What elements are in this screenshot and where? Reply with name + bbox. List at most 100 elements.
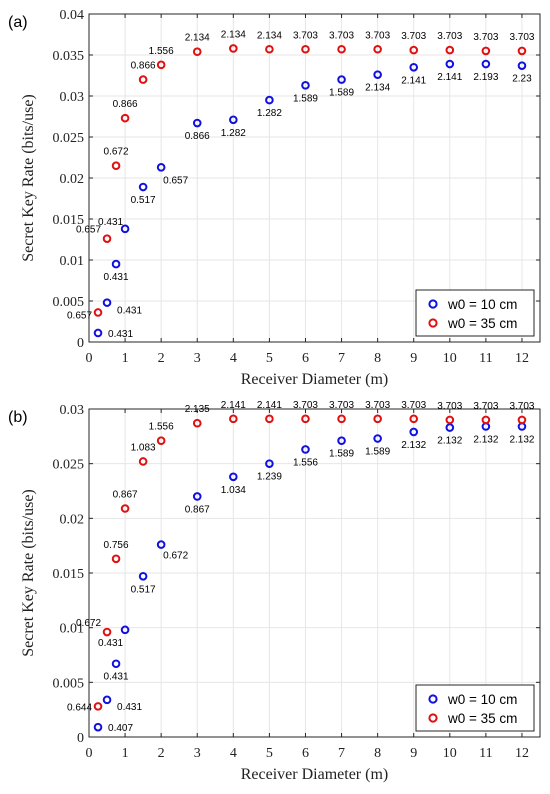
data-point [102,627,112,637]
data-point [481,59,491,69]
data-point [229,414,238,424]
data-label: 1.589 [365,447,390,458]
data-point [120,504,130,513]
data-point [138,571,148,581]
data-label: 0.672 [104,147,129,158]
data-point [120,625,130,635]
x-tick-label: 5 [266,746,273,761]
data-point [373,44,382,54]
data-label: 1.589 [293,93,318,104]
panel-label: (a) [8,14,28,31]
data-point [409,427,419,437]
x-tick-label: 5 [266,351,273,366]
data-point [229,472,238,482]
data-label: 0.657 [163,175,188,186]
series-w0-10cm: 0.407 0.431 0.431 0.431 0.517 0.672 0.867 1.034… [93,422,535,734]
data-label: 0.867 [185,504,210,515]
data-label: 3.703 [473,401,498,412]
legend-box [415,289,535,337]
data-label: 2.134 [221,29,246,40]
data-label: 1.083 [131,442,156,453]
legend: w0 = 10 cm w0 = 35 cm [415,289,535,337]
x-tick-label: 7 [338,351,345,366]
y-tick-label: 0.025 [53,458,85,473]
data-label: 0.431 [108,329,133,340]
x-axis-label: Receiver Diameter (m) [241,766,388,783]
x-tick-label: 3 [194,746,201,761]
data-label: 3.703 [437,401,462,412]
data-label: 0.867 [113,489,138,500]
data-point [102,695,112,705]
data-label: 0.672 [76,618,101,629]
data-point [93,328,103,338]
data-label: 2.141 [221,400,246,411]
data-point [229,44,238,53]
data-point [517,61,527,70]
x-tick-label: 2 [158,351,165,366]
series-w0-10cm: 0.431 0.431 0.431 0.431 0.517 0.657 0.866 1.282… [93,59,532,340]
data-point [445,423,455,432]
x-tick-label: 2 [158,746,165,761]
data-label: 0.517 [131,584,156,595]
data-point [337,414,346,424]
data-point [111,659,121,669]
legend-entry: w0 = 10 cm [447,692,517,707]
data-point [517,415,527,425]
axes-frame [88,13,541,343]
data-label: 3.703 [473,32,498,43]
data-point [481,415,491,425]
data-point [93,308,103,317]
x-tick-label: 6 [302,351,309,366]
legend-marker [428,713,438,723]
data-point [265,414,274,424]
data-point [265,459,274,468]
data-point [138,182,148,192]
y-tick-label: 0.02 [60,172,85,187]
data-point [192,118,202,128]
x-tick-label: 10 [443,351,457,366]
data-label: 0.431 [98,217,123,228]
data-point [111,161,121,170]
data-point [301,445,310,454]
data-label: 2.135 [185,404,210,415]
data-point [265,95,274,105]
x-tick-label: 0 [86,351,93,366]
data-point [192,492,202,501]
data-point [373,434,382,443]
data-label: 3.703 [401,400,426,411]
y-tick-label: 0 [77,336,84,351]
data-point [93,702,103,711]
data-label: 0.866 [113,99,138,110]
legend: w0 = 10 cm w0 = 35 cm [415,684,535,732]
data-label: 0.431 [104,672,129,683]
y-tick-label: 0.01 [60,622,85,637]
data-label: 2.132 [437,436,462,447]
data-label: 3.703 [329,400,354,411]
data-label: 3.703 [509,401,534,412]
data-point [481,46,491,56]
data-label: 0.756 [104,540,129,551]
data-point [337,75,346,84]
series-w0-35cm: 0.644 0.672 0.756 0.867 1.083 1.556 2.135 2.141… [67,400,535,714]
data-label: 3.703 [365,30,390,41]
data-point [409,45,419,55]
data-label: 2.132 [509,434,534,445]
data-point [156,163,166,172]
y-tick-label: 0.02 [60,512,85,527]
data-point [301,44,310,54]
data-point [156,60,166,70]
data-label: 0.672 [163,551,188,562]
data-point [102,234,112,243]
data-label: 3.703 [329,30,354,41]
data-label: 0.644 [67,702,92,713]
axes-frame [88,408,541,738]
y-tick-label: 0.01 [60,254,85,269]
data-point [229,115,238,125]
data-point [138,75,148,84]
data-label: 1.589 [329,88,354,99]
data-point [301,81,310,90]
data-label: 0.407 [108,723,133,734]
data-label: 2.134 [257,30,282,41]
x-tick-label: 7 [338,746,345,761]
